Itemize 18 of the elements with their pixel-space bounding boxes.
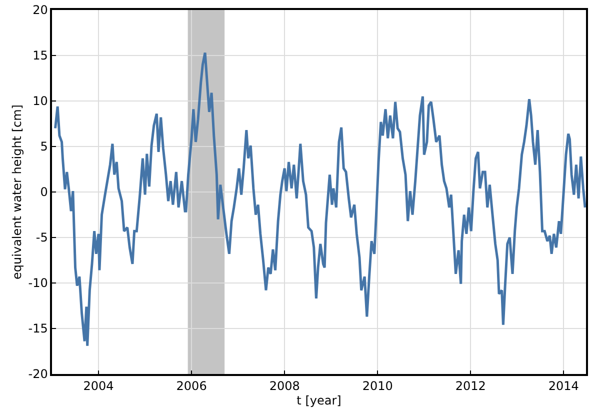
y-tick-label: 15	[32, 48, 48, 63]
x-tick-label: 2012	[455, 379, 486, 394]
y-axis-title: equivalent water height [cm]	[10, 104, 24, 280]
y-tick-label: -5	[36, 230, 48, 245]
y-tick-label: -15	[28, 322, 48, 336]
x-tick-label: 2014	[548, 379, 579, 394]
y-tick-label: -10	[28, 276, 48, 290]
y-tick-label: -20	[28, 367, 48, 382]
y-tick-label: 5	[40, 140, 48, 154]
y-tick-label: 20	[32, 3, 48, 18]
y-tick-label: 10	[32, 94, 48, 108]
x-tick-label: 2006	[176, 379, 207, 394]
x-tick-label: 2010	[362, 379, 393, 394]
x-axis-title: t [year]	[296, 394, 342, 408]
y-tick-label: 0	[40, 185, 48, 200]
x-tick-label: 2008	[269, 379, 300, 394]
x-tick-label: 2004	[83, 379, 114, 394]
line-series	[54, 52, 586, 348]
